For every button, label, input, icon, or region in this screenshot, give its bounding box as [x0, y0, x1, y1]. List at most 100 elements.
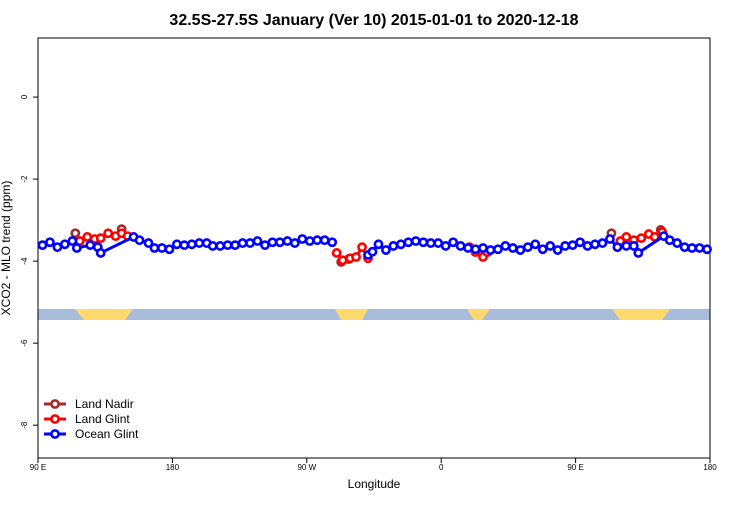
data-point	[304, 236, 315, 246]
data-point	[289, 238, 300, 248]
data-point	[297, 234, 308, 244]
data-point	[500, 241, 511, 251]
x-tick-label: 180	[703, 463, 717, 472]
x-tick-label: 180	[166, 463, 180, 472]
land-band	[612, 309, 670, 320]
data-point	[337, 255, 348, 266]
data-point	[507, 243, 518, 253]
data-point	[267, 237, 278, 248]
data-point	[425, 238, 436, 248]
data-point	[149, 243, 160, 253]
data-point	[194, 238, 205, 248]
data-point	[179, 240, 190, 251]
x-tick-label: 90 E	[30, 463, 46, 472]
data-point	[597, 238, 608, 248]
data-point	[485, 245, 496, 255]
data-point	[628, 241, 639, 251]
chart-title: 32.5S-27.5S January (Ver 10) 2015-01-01 …	[169, 12, 578, 29]
data-point	[351, 252, 361, 262]
data-point	[522, 242, 533, 253]
legend-label: Land Glint	[75, 412, 130, 426]
data-point	[575, 237, 585, 248]
data-point	[633, 248, 644, 258]
data-point	[95, 248, 106, 258]
y-tick-label: -6	[20, 339, 29, 347]
data-point	[530, 239, 541, 250]
data-point	[85, 240, 96, 251]
legend-marker	[50, 414, 60, 424]
data-point	[237, 238, 248, 248]
data-point	[395, 239, 406, 250]
data-point	[59, 239, 70, 250]
ocean-band	[38, 309, 710, 320]
x-tick-label: 90 W	[297, 463, 316, 472]
x-tick-label: 90 E	[567, 463, 583, 472]
data-point	[694, 243, 705, 253]
x-tick-label: 0	[439, 463, 444, 472]
data-point	[367, 246, 378, 257]
data-point	[260, 240, 270, 251]
y-tick-label: 0	[20, 94, 29, 99]
data-point	[448, 237, 459, 248]
data-point	[319, 235, 330, 246]
data-point	[67, 236, 78, 246]
x-axis-label: Longitude	[348, 477, 401, 491]
data-point	[157, 243, 167, 253]
data-point	[312, 235, 323, 246]
data-point	[545, 241, 556, 251]
data-point	[612, 242, 623, 253]
y-tick-label: -2	[20, 175, 29, 183]
data-point	[455, 241, 466, 251]
data-point	[590, 239, 600, 250]
data-point	[327, 237, 338, 248]
data-point	[37, 240, 48, 251]
land-band	[335, 309, 368, 320]
data-point	[418, 237, 429, 248]
data-point	[282, 236, 293, 246]
data-point	[463, 243, 473, 253]
data-point	[410, 236, 421, 246]
data-point	[470, 244, 481, 255]
legend-label: Land Nadir	[75, 397, 134, 411]
data-point	[215, 241, 226, 251]
data-point	[357, 242, 367, 253]
data-point	[82, 232, 93, 242]
data-point	[493, 244, 503, 255]
data-point	[605, 234, 615, 244]
legend-marker	[50, 399, 60, 409]
y-tick-label: -4	[20, 257, 29, 265]
data-point	[552, 245, 563, 255]
data-point	[230, 240, 241, 251]
data-point	[664, 235, 675, 246]
y-axis-label: XCO2 - MLO trend (ppm)	[0, 181, 13, 316]
land-ocean-band	[38, 309, 710, 320]
data-point	[95, 233, 106, 244]
data-point	[164, 244, 175, 255]
data-point	[171, 239, 182, 250]
data-point	[672, 238, 683, 248]
y-tick-label: -8	[20, 421, 29, 429]
data-point	[537, 244, 548, 255]
data-point	[134, 235, 145, 246]
legend-marker	[50, 429, 60, 439]
data-point	[403, 237, 414, 248]
land-band	[75, 309, 133, 320]
data-point	[440, 241, 451, 251]
data-point	[381, 245, 391, 255]
data-point	[52, 242, 63, 253]
data-point	[275, 237, 285, 248]
data-point	[373, 239, 384, 250]
data-point	[222, 240, 233, 251]
data-point	[679, 242, 690, 253]
data-point	[143, 238, 154, 248]
legend-label: Ocean Glint	[75, 427, 139, 441]
data-point	[433, 238, 444, 248]
data-point	[560, 241, 571, 251]
data-point	[515, 245, 526, 255]
data-point	[567, 240, 578, 251]
land-band	[467, 309, 490, 320]
data-point	[71, 243, 82, 253]
data-point	[252, 236, 263, 246]
